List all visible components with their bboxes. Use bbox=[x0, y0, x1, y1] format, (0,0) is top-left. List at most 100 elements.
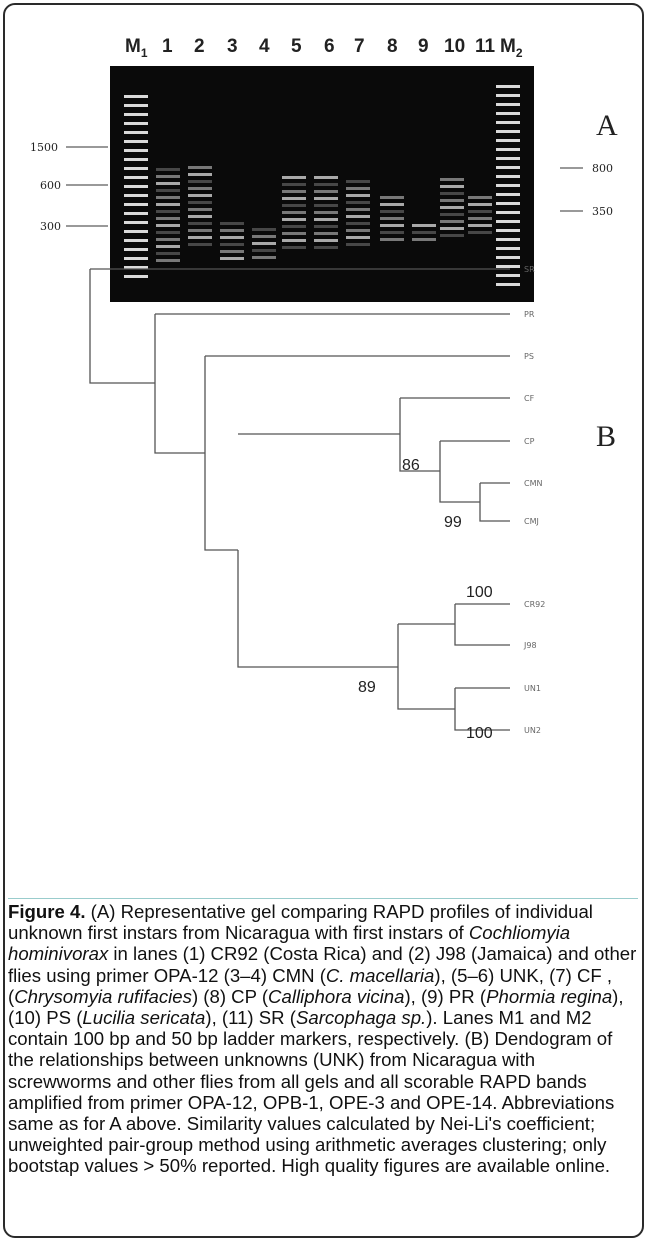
marker-label: 300 bbox=[40, 220, 61, 233]
gel-band bbox=[156, 224, 180, 227]
gel-band bbox=[380, 238, 404, 241]
leaf-label: UN2 bbox=[524, 726, 541, 735]
gel-band bbox=[346, 201, 370, 204]
gel-band bbox=[496, 139, 520, 142]
gel-band bbox=[468, 224, 492, 227]
gel-band bbox=[346, 229, 370, 232]
caption-species: Chrysomyia rufifacies bbox=[14, 986, 192, 1007]
panel-label: A bbox=[596, 109, 618, 142]
gel-band bbox=[124, 95, 148, 98]
gel-band bbox=[220, 250, 244, 253]
gel-band bbox=[124, 212, 148, 215]
gel-band bbox=[496, 283, 520, 286]
gel-band bbox=[412, 238, 436, 241]
bootstrap-value: 99 bbox=[444, 514, 462, 531]
caption-text: ), (11) SR ( bbox=[205, 1007, 296, 1028]
gel-band bbox=[156, 189, 180, 192]
gel-band bbox=[124, 221, 148, 224]
gel-band bbox=[156, 168, 180, 171]
gel-band bbox=[496, 175, 520, 178]
gel-band bbox=[346, 236, 370, 239]
lane-label: M1 bbox=[125, 36, 148, 60]
gel-band bbox=[124, 167, 148, 170]
gel-band bbox=[156, 217, 180, 220]
gel-band bbox=[496, 94, 520, 97]
gel-band bbox=[188, 173, 212, 176]
bootstrap-value: 89 bbox=[358, 679, 376, 696]
gel-band bbox=[496, 274, 520, 277]
gel-band bbox=[188, 166, 212, 169]
leaf-label: PR bbox=[524, 310, 535, 319]
gel-band bbox=[440, 178, 464, 181]
lane-label: 5 bbox=[291, 36, 302, 57]
bootstrap-value: 100 bbox=[466, 584, 493, 601]
page: M1 1 2 3 4 5 6 7 8 9 10 11 M2 1500 600 3… bbox=[0, 0, 651, 1245]
figure-caption: Figure 4. (A) Representative gel compari… bbox=[8, 898, 638, 1177]
gel-band bbox=[282, 204, 306, 207]
gel-band bbox=[380, 224, 404, 227]
lane-label: 3 bbox=[227, 36, 238, 57]
gel-band bbox=[156, 245, 180, 248]
lane-label: 4 bbox=[259, 36, 270, 57]
gel-band bbox=[188, 229, 212, 232]
gel-band bbox=[380, 196, 404, 199]
gel-band bbox=[496, 256, 520, 259]
dendrogram-tree bbox=[90, 269, 510, 730]
gel-band bbox=[188, 187, 212, 190]
gel-band bbox=[314, 183, 338, 186]
gel-band bbox=[188, 222, 212, 225]
gel-band bbox=[468, 231, 492, 234]
gel-band bbox=[124, 104, 148, 107]
gel-band bbox=[188, 243, 212, 246]
panel-label: B bbox=[596, 420, 616, 453]
gel-band bbox=[314, 225, 338, 228]
gel-band bbox=[188, 194, 212, 197]
gel-band bbox=[440, 213, 464, 216]
gel-band bbox=[124, 230, 148, 233]
lane-label: 6 bbox=[324, 36, 335, 57]
lane-label: 10 bbox=[444, 36, 465, 57]
gel-band bbox=[124, 149, 148, 152]
gel-band bbox=[282, 232, 306, 235]
gel-band bbox=[440, 206, 464, 209]
gel-band bbox=[156, 203, 180, 206]
gel-band bbox=[124, 140, 148, 143]
gel-band bbox=[314, 190, 338, 193]
gel-band bbox=[496, 211, 520, 214]
gel-band bbox=[252, 249, 276, 252]
gel-band bbox=[496, 265, 520, 268]
gel-band bbox=[282, 225, 306, 228]
gel-band bbox=[380, 217, 404, 220]
gel-band bbox=[346, 194, 370, 197]
gel-band bbox=[496, 202, 520, 205]
gel-band bbox=[282, 190, 306, 193]
gel-band bbox=[346, 243, 370, 246]
gel-band bbox=[380, 231, 404, 234]
gel-band bbox=[440, 227, 464, 230]
figure: M1 1 2 3 4 5 6 7 8 9 10 11 M2 1500 600 3… bbox=[0, 0, 651, 900]
gel-band bbox=[156, 196, 180, 199]
gel-band bbox=[252, 235, 276, 238]
gel-band bbox=[314, 197, 338, 200]
gel-band bbox=[440, 185, 464, 188]
gel-band bbox=[124, 248, 148, 251]
marker-label: 800 bbox=[592, 162, 613, 175]
gel-band bbox=[156, 252, 180, 255]
marker-label: 600 bbox=[40, 179, 61, 192]
gel-band bbox=[188, 201, 212, 204]
lane-labels: M1 1 2 3 4 5 6 7 8 9 10 11 M2 bbox=[125, 36, 523, 60]
gel-band bbox=[440, 220, 464, 223]
gel-band bbox=[496, 148, 520, 151]
gel-band bbox=[346, 180, 370, 183]
gel-band bbox=[282, 218, 306, 221]
leaf-label: UN1 bbox=[524, 684, 541, 693]
gel-band bbox=[252, 242, 276, 245]
leaf-labels: SR PR PS CF CP CMN CMJ CR92 J98 UN1 UN2 bbox=[523, 265, 545, 735]
bootstrap-values: 86 99 100 89 100 bbox=[358, 457, 493, 742]
tree-branch bbox=[90, 269, 510, 730]
caption-text: ). Lanes M1 and M2 contain 100 bp and 50… bbox=[8, 1007, 614, 1176]
gel-band bbox=[314, 232, 338, 235]
gel-band bbox=[156, 259, 180, 262]
caption-species: Calliphora vicina bbox=[268, 986, 404, 1007]
gel-band bbox=[220, 243, 244, 246]
